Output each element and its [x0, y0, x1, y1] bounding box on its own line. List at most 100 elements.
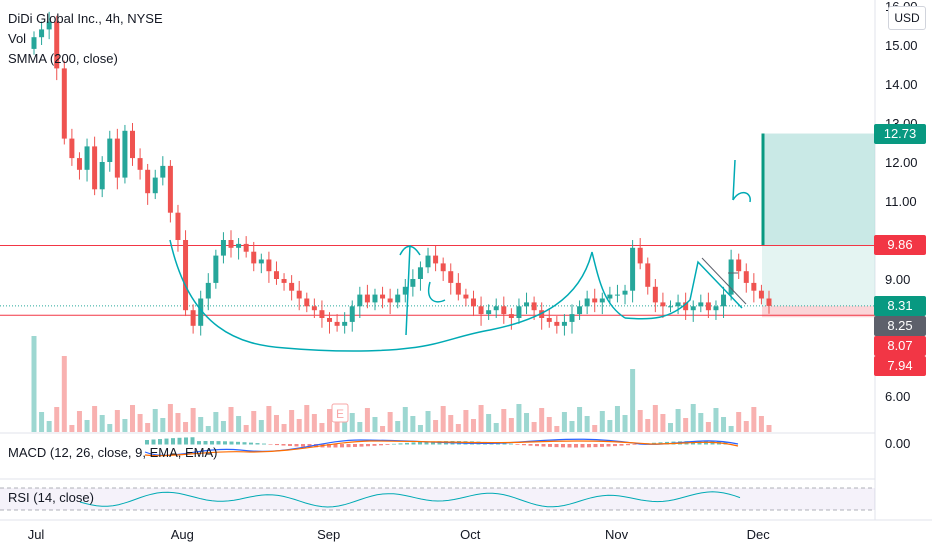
price-tag-0: 12.73	[874, 123, 926, 144]
macd-histogram-bar	[541, 444, 546, 447]
volume-bar	[569, 421, 575, 432]
candle	[448, 271, 454, 283]
volume-bar	[364, 408, 370, 432]
target-zone	[762, 133, 875, 246]
macd-histogram-bar	[496, 442, 500, 445]
trend-line	[701, 257, 747, 305]
volume-bar	[395, 421, 401, 432]
y-tick-label: 6.00	[885, 389, 910, 404]
macd-histogram-bar	[502, 443, 507, 445]
candle	[713, 306, 719, 311]
entry-zone	[762, 245, 875, 306]
legend-smma[interactable]: SMMA (200, close)	[8, 51, 118, 66]
candle	[690, 306, 696, 311]
candle	[357, 294, 363, 307]
candle	[198, 298, 204, 326]
macd-histogram-bar	[255, 443, 260, 445]
candle	[592, 298, 598, 303]
candle	[251, 251, 257, 264]
candle	[645, 263, 651, 287]
volume-bar	[349, 413, 355, 432]
macd-histogram-bar	[613, 444, 617, 447]
macd-histogram-bar	[301, 444, 305, 447]
currency-button[interactable]: USD	[888, 6, 926, 30]
macd-histogram-bar	[366, 444, 370, 447]
macd-histogram-bar	[184, 437, 188, 445]
candle	[31, 37, 37, 49]
candle	[258, 259, 264, 264]
candle	[410, 279, 416, 287]
candle	[372, 294, 378, 303]
candle	[569, 314, 575, 322]
macd-histogram-bar	[288, 444, 292, 447]
macd-histogram-bar	[164, 438, 169, 445]
candle	[213, 255, 219, 283]
volume-bar	[501, 409, 507, 432]
macd-histogram-bar	[262, 443, 266, 445]
volume-bar	[380, 426, 386, 432]
volume-bar	[31, 336, 37, 432]
macd-histogram-bar	[171, 438, 175, 445]
volume-bar	[713, 408, 719, 432]
price-tag-2: 8.31	[874, 295, 926, 316]
macd-histogram-bar	[561, 444, 565, 448]
candle	[92, 146, 98, 190]
candle	[266, 259, 272, 272]
macd-histogram-bar	[333, 444, 338, 448]
volume-bar	[728, 426, 734, 432]
candle	[675, 302, 681, 307]
candle	[546, 318, 552, 322]
earnings-marker-label: E	[336, 407, 344, 421]
squiggle-drawing	[428, 281, 446, 303]
candle	[539, 310, 545, 318]
volume-bar	[675, 409, 681, 432]
volume-bar	[652, 405, 658, 432]
volume-bar	[455, 424, 461, 432]
candle	[516, 306, 522, 318]
volume-bar	[130, 405, 136, 432]
macd-histogram-bar	[606, 444, 611, 447]
volume-bar	[54, 407, 60, 432]
volume-bar	[463, 410, 469, 432]
candle	[349, 306, 355, 322]
volume-bar	[198, 417, 204, 432]
candle	[380, 294, 386, 299]
volume-bar	[751, 407, 757, 432]
volume-bar	[637, 410, 643, 432]
volume-bar	[160, 418, 166, 432]
candle	[167, 165, 173, 213]
candle	[130, 130, 136, 159]
x-tick-label: Nov	[605, 527, 629, 542]
volume-bar	[425, 411, 431, 432]
volume-bar	[410, 416, 416, 432]
candle	[122, 130, 128, 178]
candle	[470, 298, 476, 307]
macd-histogram-bar	[515, 444, 520, 445]
volume-bar	[228, 407, 234, 432]
macd-histogram-bar	[236, 441, 240, 445]
macd-histogram-bar	[580, 444, 585, 448]
legend-vol[interactable]: Vol	[8, 31, 27, 46]
x-tick-label: Aug	[171, 527, 194, 542]
legend-rsi[interactable]: RSI (14, close)	[8, 490, 94, 505]
volume-bar	[99, 415, 105, 432]
candle	[281, 279, 287, 283]
volume-bar	[645, 419, 651, 432]
legend-title[interactable]: DiDi Global Inc., 4h, NYSE	[8, 11, 163, 26]
macd-histogram-bar	[190, 437, 195, 445]
volume-bar	[667, 423, 673, 432]
candle	[455, 282, 461, 295]
candle	[531, 302, 537, 311]
macd-histogram-bar	[249, 442, 253, 445]
candle	[296, 290, 302, 299]
price-axis: 16.0015.0014.0013.0012.0011.0010.009.006…	[885, 0, 918, 451]
volume-bar	[440, 406, 446, 432]
legend-macd[interactable]: MACD (12, 26, close, 9, EMA, EMA)	[8, 445, 218, 460]
candle	[76, 158, 82, 170]
price-tag-5: 7.94	[874, 355, 926, 376]
volume-bar	[433, 420, 439, 432]
candle	[342, 321, 348, 326]
candle	[387, 298, 393, 303]
candle	[705, 302, 711, 311]
